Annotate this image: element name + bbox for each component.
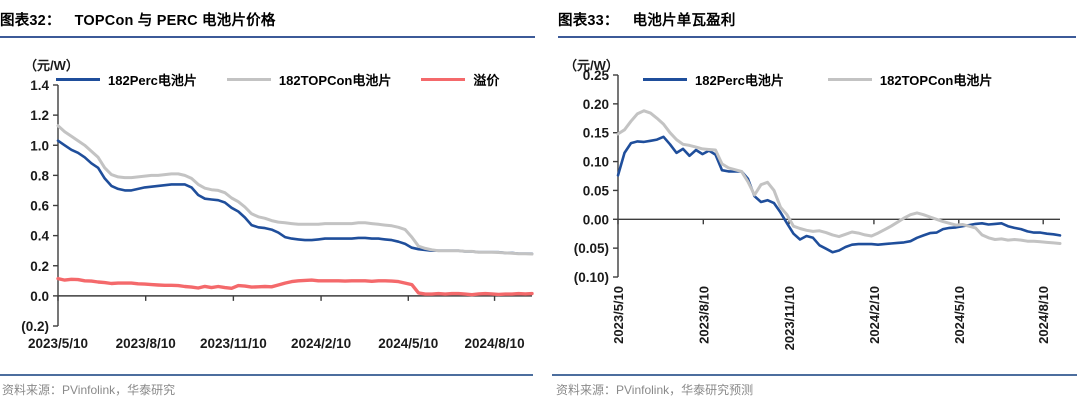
footer-divider bbox=[0, 374, 533, 376]
x-tick-label: 2024/8/10 bbox=[1036, 286, 1051, 344]
source-text: 资料来源：PVinfolink，华泰研究预测 bbox=[556, 383, 754, 397]
source-text: 资料来源：PVinfolink，华泰研究 bbox=[2, 383, 176, 397]
y-tick-label: 1.2 bbox=[30, 108, 49, 123]
legend-swatch-perc bbox=[643, 78, 687, 81]
y-tick-label: 0.05 bbox=[583, 183, 610, 198]
y-tick-label: 0.10 bbox=[583, 155, 609, 170]
series-line-2 bbox=[56, 276, 534, 297]
y-tick-label: 0.15 bbox=[583, 126, 610, 141]
y-tick-label: 0.20 bbox=[583, 97, 609, 112]
x-tick-label: 2024/8/10 bbox=[465, 336, 525, 351]
legend-label: 182Perc电池片 bbox=[695, 73, 784, 88]
panel-cell-profit-chart: 图表33： 电池片单瓦盈利 （元/W） 182Perc电池片 182TOPCon电… bbox=[540, 0, 1080, 414]
y-tick-label: 0.2 bbox=[30, 259, 49, 274]
y-tick-label: 0.4 bbox=[30, 229, 49, 244]
x-tick-label: 2023/8/10 bbox=[696, 286, 711, 344]
x-tick-label: 2023/8/10 bbox=[116, 336, 176, 351]
legend-item-perc: 182Perc电池片 bbox=[56, 70, 197, 89]
panel-cell-price-chart: 图表32： TOPCon 与 PERC 电池片价格 （元/W） 182Perc电池… bbox=[0, 9, 535, 397]
legend-item-topcon: 182TOPCon电池片 bbox=[226, 70, 392, 89]
figure-title: TOPCon 与 PERC 电池片价格 bbox=[74, 13, 276, 29]
series-line-1 bbox=[56, 124, 534, 256]
figure-label: 图表32： bbox=[0, 13, 61, 29]
profit-line-chart: 0.250.200.150.100.050.00(0.05)(0.10)2023… bbox=[574, 68, 1062, 350]
figure-header: 图表33： 电池片单瓦盈利 bbox=[558, 9, 1076, 38]
y-tick-label: 0.0 bbox=[30, 289, 49, 304]
figure-title: 电池片单瓦盈利 bbox=[632, 13, 736, 29]
series-line-0 bbox=[616, 135, 1062, 254]
x-tick-label: 2023/5/10 bbox=[28, 336, 88, 351]
y-tick-label: 0.8 bbox=[30, 168, 49, 183]
series-line-1 bbox=[616, 109, 1062, 245]
legend: 182Perc电池片 182TOPCon电池片 溢价 bbox=[56, 70, 499, 89]
y-tick-label: 0.00 bbox=[583, 212, 609, 227]
x-tick-label: 2024/5/10 bbox=[952, 286, 967, 344]
price-line-chart: 1.4 1.2 1.0 0.8 0.6 0.4 0.2 0.0 (0.2) 2023/5/10 20… bbox=[21, 78, 534, 351]
y-tick-label: (0.10) bbox=[574, 270, 609, 285]
x-tick-label: 2024/2/10 bbox=[867, 286, 882, 344]
legend-label: 182TOPCon电池片 bbox=[278, 73, 392, 88]
footer-divider bbox=[552, 374, 1077, 376]
x-tick-label: 2024/5/10 bbox=[378, 336, 438, 351]
legend-swatch-topcon bbox=[827, 78, 872, 81]
x-tick-label: 2023/11/10 bbox=[200, 336, 267, 351]
y-axis-unit-label: （元/W） bbox=[564, 58, 619, 73]
legend-swatch-topcon bbox=[226, 78, 271, 81]
legend-swatch-premium bbox=[421, 78, 466, 81]
legend-item-perc: 182Perc电池片 bbox=[643, 70, 784, 89]
legend-label: 182Perc电池片 bbox=[108, 73, 197, 88]
legend-label: 182TOPCon电池片 bbox=[879, 73, 993, 88]
y-tick-label: (0.05) bbox=[574, 241, 609, 256]
y-tick-label: 1.0 bbox=[30, 138, 49, 153]
y-tick-label: 0.6 bbox=[30, 199, 49, 214]
x-tick-label: 2023/5/10 bbox=[611, 286, 626, 344]
legend: 182Perc电池片 182TOPCon电池片 bbox=[643, 70, 992, 89]
legend-label: 溢价 bbox=[473, 73, 500, 88]
series-line-0 bbox=[56, 139, 534, 255]
figure-header: 图表32： TOPCon 与 PERC 电池片价格 bbox=[0, 9, 535, 38]
x-tick-label: 2023/11/10 bbox=[782, 286, 797, 350]
y-tick-label: (0.2) bbox=[21, 319, 49, 334]
legend-swatch-perc bbox=[56, 78, 100, 81]
y-tick-label: 1.4 bbox=[30, 78, 49, 93]
legend-item-topcon: 182TOPCon电池片 bbox=[827, 70, 993, 89]
figure-label: 图表33： bbox=[558, 13, 619, 29]
y-tick-label: 0.25 bbox=[583, 68, 610, 83]
x-tick-label: 2024/2/10 bbox=[291, 336, 351, 351]
y-axis-unit-label: （元/W） bbox=[24, 58, 79, 73]
legend-item-premium: 溢价 bbox=[421, 70, 499, 89]
